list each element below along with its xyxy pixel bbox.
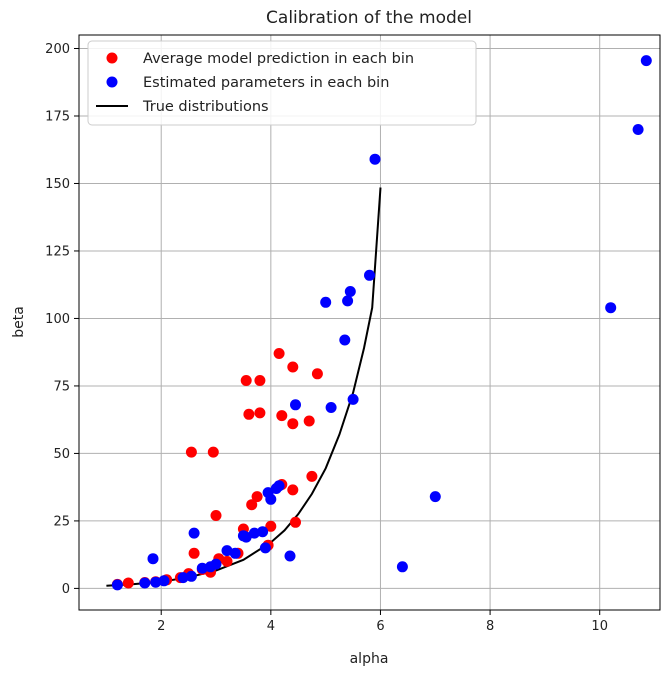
point-estimated-parameter [344,286,356,297]
chart-title: Calibration of the model [266,8,472,28]
point-model-prediction [287,418,299,430]
point-model-prediction [210,510,222,521]
legend-marker [106,52,118,64]
y-axis-label: beta [11,306,27,338]
point-estimated-parameter [632,124,644,135]
plot-frame [78,34,661,611]
point-model-prediction [254,375,266,386]
point-model-prediction [246,499,258,511]
point-estimated-parameter [240,531,252,543]
point-estimated-parameter [369,153,381,165]
point-estimated-parameter [158,575,170,587]
point-estimated-parameter [259,542,271,554]
x-tick-label: 2 [157,619,165,634]
point-model-prediction [306,470,318,482]
point-estimated-parameter [605,302,617,314]
y-axis-ticks: 0 25 50 75 100 125 150 175 200 [45,42,79,597]
x-axis-label: alpha [350,651,389,667]
point-estimated-parameter [196,562,208,574]
y-tick-label: 0 [62,582,70,597]
x-tick-label: 6 [376,619,384,634]
legend: Average model prediction in each bin Esti… [87,40,477,126]
point-model-prediction [254,407,266,419]
point-estimated-parameter [185,570,197,582]
plot-series [106,55,652,591]
legend-label: True distributions [142,99,269,115]
point-estimated-parameter [229,547,241,559]
point-estimated-parameter [339,334,351,346]
y-tick-label: 150 [45,177,70,192]
point-estimated-parameter [210,558,222,570]
point-estimated-parameter [364,269,375,281]
point-estimated-parameter [150,576,162,588]
point-estimated-parameter [177,572,189,584]
point-estimated-parameter [429,491,441,503]
point-model-prediction [290,516,301,528]
y-tick-label: 75 [53,379,70,394]
point-estimated-parameter [342,295,354,307]
point-model-prediction [287,484,299,496]
x-tick-label: 4 [267,619,275,634]
x-axis-ticks: 2 4 6 8 10 [157,610,608,634]
point-model-prediction [185,446,197,458]
point-estimated-parameter [640,55,652,67]
point-model-prediction [122,577,134,589]
point-estimated-parameter [320,296,332,308]
point-estimated-parameter [273,480,285,492]
point-estimated-parameter [325,402,337,413]
point-model-prediction [265,520,277,532]
y-tick-label: 25 [53,514,70,529]
point-model-prediction [287,361,299,373]
point-model-prediction [188,547,200,559]
y-tick-label: 200 [45,42,70,57]
point-model-prediction [240,375,252,386]
point-model-prediction [311,368,323,380]
point-estimated-parameter [248,527,260,539]
point-estimated-parameter [347,393,359,405]
point-estimated-parameter [265,493,277,505]
point-estimated-parameter [147,553,159,565]
x-tick-label: 10 [591,619,608,634]
point-estimated-parameter [257,526,269,538]
point-estimated-parameter [188,527,200,539]
point-model-prediction [276,410,288,422]
x-tick-label: 8 [486,619,494,634]
point-estimated-parameter [139,577,151,589]
y-tick-label: 175 [45,109,70,124]
point-estimated-parameter [396,561,408,573]
legend-marker [106,76,118,88]
legend-label: Estimated parameters in each bin [143,75,389,91]
point-estimated-parameter [290,399,301,411]
point-model-prediction [243,408,255,420]
legend-label: Average model prediction in each bin [143,51,414,67]
point-model-prediction [303,415,315,427]
point-model-prediction [251,491,263,503]
point-estimated-parameter [111,579,123,591]
point-estimated-parameter [284,550,296,562]
point-model-prediction [273,348,285,359]
y-tick-label: 125 [45,244,70,259]
y-tick-label: 50 [53,447,70,462]
y-tick-label: 100 [45,312,70,327]
legend-box [87,40,477,126]
point-model-prediction [221,555,233,567]
point-model-prediction [207,446,219,458]
